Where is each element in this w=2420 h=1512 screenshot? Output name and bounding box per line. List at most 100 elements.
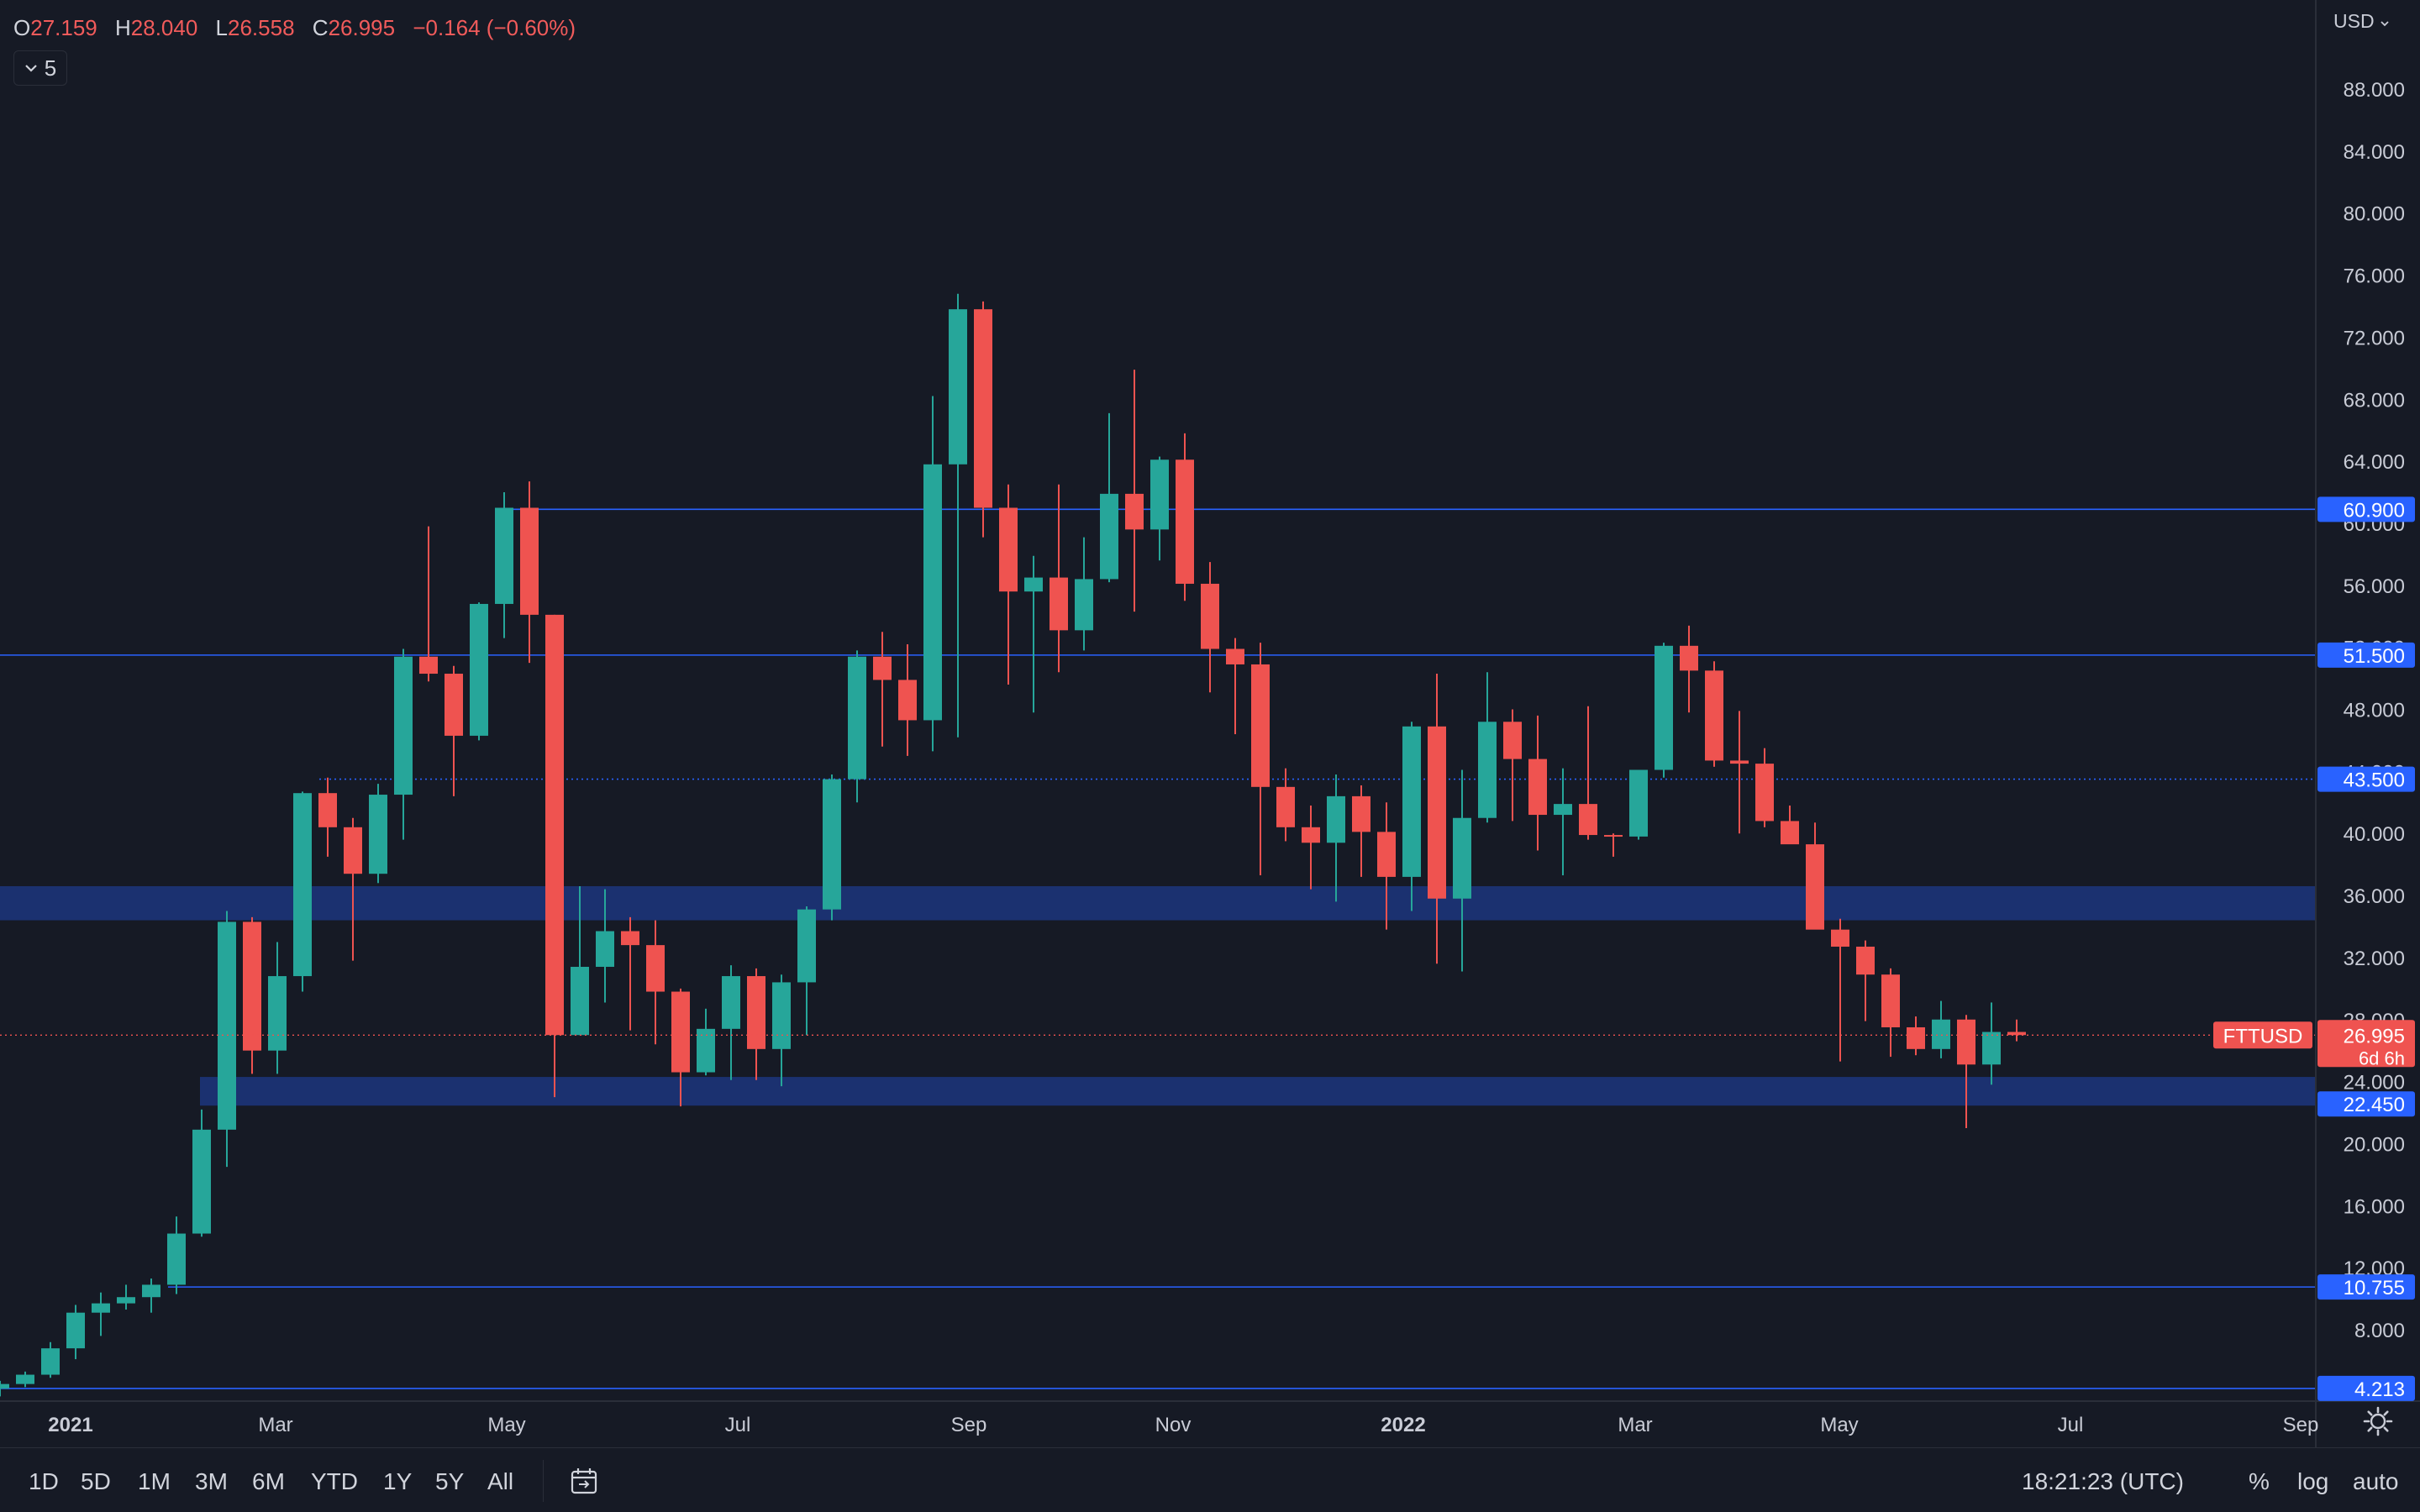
utc-clock[interactable]: 18:21:23 (UTC) bbox=[2022, 1468, 2184, 1494]
bottom-toolbar: 1D 5D 1M 3M 6M YTD 1Y 5Y All 18:21:23 (U… bbox=[0, 1447, 2420, 1512]
x-tick-label: Jul bbox=[2058, 1414, 2084, 1436]
candle-body bbox=[470, 603, 488, 736]
candle-body bbox=[1528, 759, 1547, 816]
candle-body bbox=[1629, 769, 1648, 837]
ohlc-legend: O27.159 H28.040 L26.558 C26.995 −0.164 (… bbox=[13, 15, 587, 41]
candle-body bbox=[1125, 493, 1144, 530]
candle-body bbox=[117, 1297, 135, 1304]
candle-body bbox=[16, 1374, 34, 1384]
candle-body bbox=[1705, 670, 1723, 761]
candle-body bbox=[167, 1233, 186, 1285]
bar-countdown: 6d 6h bbox=[2359, 1047, 2405, 1068]
candle-body bbox=[747, 976, 765, 1049]
ohlc-close-value: 26.995 bbox=[328, 15, 396, 40]
ohlc-low-key: L bbox=[215, 15, 229, 40]
range-6m-button[interactable]: 6M bbox=[252, 1468, 285, 1494]
indicators-toggle-button[interactable]: 5 bbox=[13, 50, 67, 86]
symbol-tag-bg bbox=[2213, 1021, 2312, 1049]
candle-body bbox=[1352, 795, 1370, 832]
last-price-value: 26.995 bbox=[2344, 1025, 2405, 1047]
candle-body bbox=[344, 827, 362, 874]
candle-body bbox=[2007, 1032, 2026, 1036]
candle-body bbox=[1957, 1019, 1975, 1065]
candle-body bbox=[697, 1028, 715, 1073]
candle-body bbox=[596, 931, 614, 967]
candle-body bbox=[1554, 804, 1572, 816]
candle-body bbox=[1781, 821, 1799, 845]
chevron-down-icon bbox=[24, 65, 37, 72]
candle-body bbox=[571, 966, 589, 1036]
candle-body bbox=[1604, 835, 1623, 837]
x-tick-label: 2022 bbox=[1381, 1414, 1425, 1436]
level-badge: 43.500 bbox=[2344, 769, 2405, 792]
range-1y-button[interactable]: 1Y bbox=[383, 1468, 413, 1494]
zone-badge-bg bbox=[2317, 1091, 2415, 1117]
candle-body bbox=[1478, 722, 1497, 818]
range-1d-button[interactable]: 1D bbox=[29, 1468, 59, 1494]
range-5y-button[interactable]: 5Y bbox=[435, 1468, 465, 1494]
candle-body bbox=[66, 1312, 85, 1349]
auto-scale-button[interactable]: auto bbox=[2353, 1468, 2399, 1494]
range-ytd-button[interactable]: YTD bbox=[311, 1468, 358, 1494]
candle-body bbox=[772, 982, 791, 1049]
settings-gear-icon[interactable] bbox=[2361, 1404, 2395, 1438]
range-3m-button[interactable]: 3M bbox=[195, 1468, 228, 1494]
toolbar-divider bbox=[543, 1460, 544, 1502]
y-tick-label: 20.000 bbox=[2344, 1133, 2405, 1156]
y-tick-label: 72.000 bbox=[2344, 327, 2405, 349]
x-tick-label: May bbox=[487, 1414, 525, 1436]
zones-layer bbox=[0, 885, 2316, 1106]
y-tick-label: 48.000 bbox=[2344, 700, 2405, 722]
candle-body bbox=[1680, 645, 1698, 671]
candle-body bbox=[1428, 726, 1446, 899]
log-scale-button[interactable]: log bbox=[2297, 1468, 2329, 1494]
candle-body bbox=[999, 507, 1018, 592]
candle-body bbox=[1024, 577, 1043, 592]
candle-body bbox=[722, 976, 740, 1029]
candle-body bbox=[1276, 786, 1295, 827]
candle-body bbox=[545, 614, 564, 1036]
candle-body bbox=[0, 1383, 9, 1389]
x-tick-label: Mar bbox=[1618, 1414, 1652, 1436]
candle-body bbox=[1100, 493, 1118, 580]
candle-body bbox=[192, 1129, 211, 1234]
levels-layer bbox=[0, 508, 2316, 1389]
candle-body bbox=[1982, 1032, 2001, 1065]
x-tick-label: Sep bbox=[2283, 1414, 2319, 1436]
candle-body bbox=[495, 507, 513, 604]
level-badge-bg bbox=[2317, 1274, 2415, 1300]
y-tick-label: 32.000 bbox=[2344, 948, 2405, 970]
candle-body bbox=[1881, 974, 1900, 1027]
candle-body bbox=[1075, 579, 1093, 631]
calendar-goto-icon[interactable] bbox=[570, 1467, 600, 1497]
symbol-tag: FTTUSD bbox=[2223, 1025, 2303, 1047]
level-badge: 60.900 bbox=[2344, 499, 2405, 522]
currency-label: USD bbox=[2333, 10, 2375, 32]
indicator-count: 5 bbox=[44, 55, 57, 81]
candle-body bbox=[1907, 1026, 1925, 1049]
candle-body bbox=[1655, 645, 1673, 770]
candle-body bbox=[1050, 577, 1068, 631]
range-all-button[interactable]: All bbox=[487, 1468, 514, 1494]
candle-body bbox=[646, 945, 665, 992]
candle-body bbox=[1503, 722, 1522, 759]
ohlc-open-key: O bbox=[13, 15, 31, 40]
range-5d-button[interactable]: 5D bbox=[81, 1468, 111, 1494]
candle-body bbox=[1251, 664, 1270, 787]
ohlc-close-key: C bbox=[312, 15, 329, 40]
currency-selector[interactable]: USD bbox=[2333, 10, 2390, 33]
candle-body bbox=[1755, 764, 1774, 822]
candle-body bbox=[243, 921, 261, 1051]
candle-body bbox=[1150, 459, 1169, 530]
price-chart[interactable]: 88.000 84.000 80.000 76.000 72.000 68.000 64.0… bbox=[0, 0, 2420, 1447]
y-tick-label: 68.000 bbox=[2344, 389, 2405, 412]
chevron-down-icon bbox=[2381, 21, 2389, 27]
percent-scale-button[interactable]: % bbox=[2249, 1468, 2270, 1494]
candle-body bbox=[369, 795, 387, 874]
level-badge: 51.500 bbox=[2344, 645, 2405, 668]
candle-body bbox=[1806, 844, 1824, 930]
zone-band bbox=[0, 885, 2316, 921]
y-tick-label: 24.000 bbox=[2344, 1072, 2405, 1095]
range-1m-button[interactable]: 1M bbox=[138, 1468, 171, 1494]
candle-body bbox=[318, 793, 337, 827]
